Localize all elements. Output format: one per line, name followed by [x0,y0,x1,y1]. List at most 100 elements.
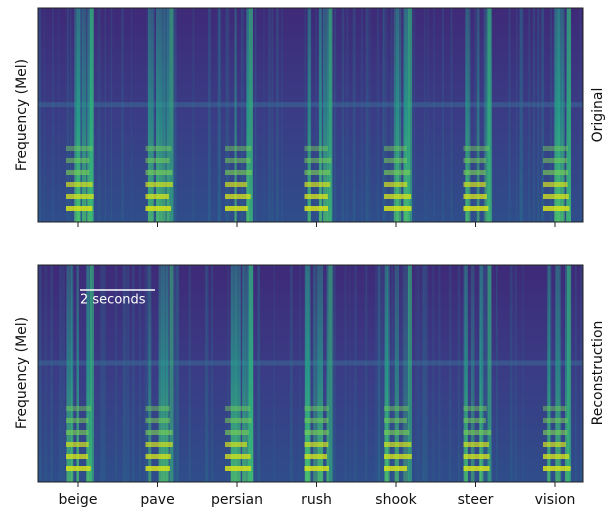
noise [391,265,394,482]
streak [328,265,333,482]
noise [522,265,524,482]
harmonic [225,466,252,471]
x-tick-label: steer [458,492,494,508]
x-tick-label: beige [59,492,98,508]
noise [62,265,65,482]
noise [273,265,275,482]
noise [365,265,368,482]
noise [390,8,393,222]
streak [66,265,73,482]
noise [378,265,381,482]
noise [104,8,106,222]
noise [173,8,176,222]
streak [387,265,390,482]
side-label: Original [590,88,606,143]
harmonic [384,146,407,151]
noise [438,265,441,482]
noise [138,265,142,482]
streak [328,8,333,222]
streak [147,8,154,222]
noise [132,265,135,482]
streak [547,265,550,482]
noise [122,265,124,482]
harmonic [463,442,489,447]
noise [520,8,523,222]
noise [176,265,179,482]
streak [158,265,163,482]
noise [241,8,245,222]
noise [341,8,345,222]
streak [562,8,565,222]
streak [317,265,324,482]
harmonic [304,206,329,211]
harmonic [66,182,93,187]
noise [69,8,72,222]
harmonic [463,194,487,199]
noise [38,8,42,222]
harmonic [543,194,569,199]
streak [162,265,168,482]
harmonic [225,170,252,175]
noise [417,265,420,482]
noise [376,8,380,222]
harmonic [384,194,412,199]
streak [470,265,475,482]
noise [225,8,228,222]
noise [580,265,583,482]
noise [290,265,293,482]
noise [375,265,378,482]
noise [205,265,209,482]
harmonic [66,442,89,447]
harmonic [543,158,568,163]
streak [246,265,250,482]
x-tick-label: rush [301,492,332,508]
harmonic [145,430,173,435]
harmonic [463,466,490,471]
noise [346,8,349,222]
noise [227,8,230,222]
noise [382,8,386,222]
noise [514,265,517,482]
harmonic [66,418,89,423]
noise [423,8,427,222]
harmonic [543,146,568,151]
noise [80,8,84,222]
harmonic [66,170,90,175]
harmonic [145,182,173,187]
noise [541,8,544,222]
streak [234,8,237,222]
noise [333,265,336,482]
harmonic [543,206,570,211]
harmonic [463,182,486,187]
streak [166,265,169,482]
harmonic [145,158,170,163]
harmonic [304,158,332,163]
harmonic [543,454,570,459]
noise [209,8,211,222]
streak [567,8,571,222]
harmonic [145,442,173,447]
noise [427,8,430,222]
noise [482,265,485,482]
harmonic [145,146,172,151]
harmonic [145,206,172,211]
harmonic [225,430,249,435]
noise [528,8,530,222]
noise [426,265,428,482]
harmonic [225,454,251,459]
noise [98,8,101,222]
noise [257,265,260,482]
noise [474,8,477,222]
harmonic [225,182,248,187]
harmonic [66,430,89,435]
x-tick-label: shook [375,492,417,508]
harmonic [463,406,487,411]
noise [331,265,334,482]
harmonic [66,158,90,163]
harmonic [66,406,92,411]
noise [114,265,118,482]
streak [394,265,399,482]
noise [333,8,337,222]
harmonic [384,406,409,411]
harmonic [225,206,248,211]
